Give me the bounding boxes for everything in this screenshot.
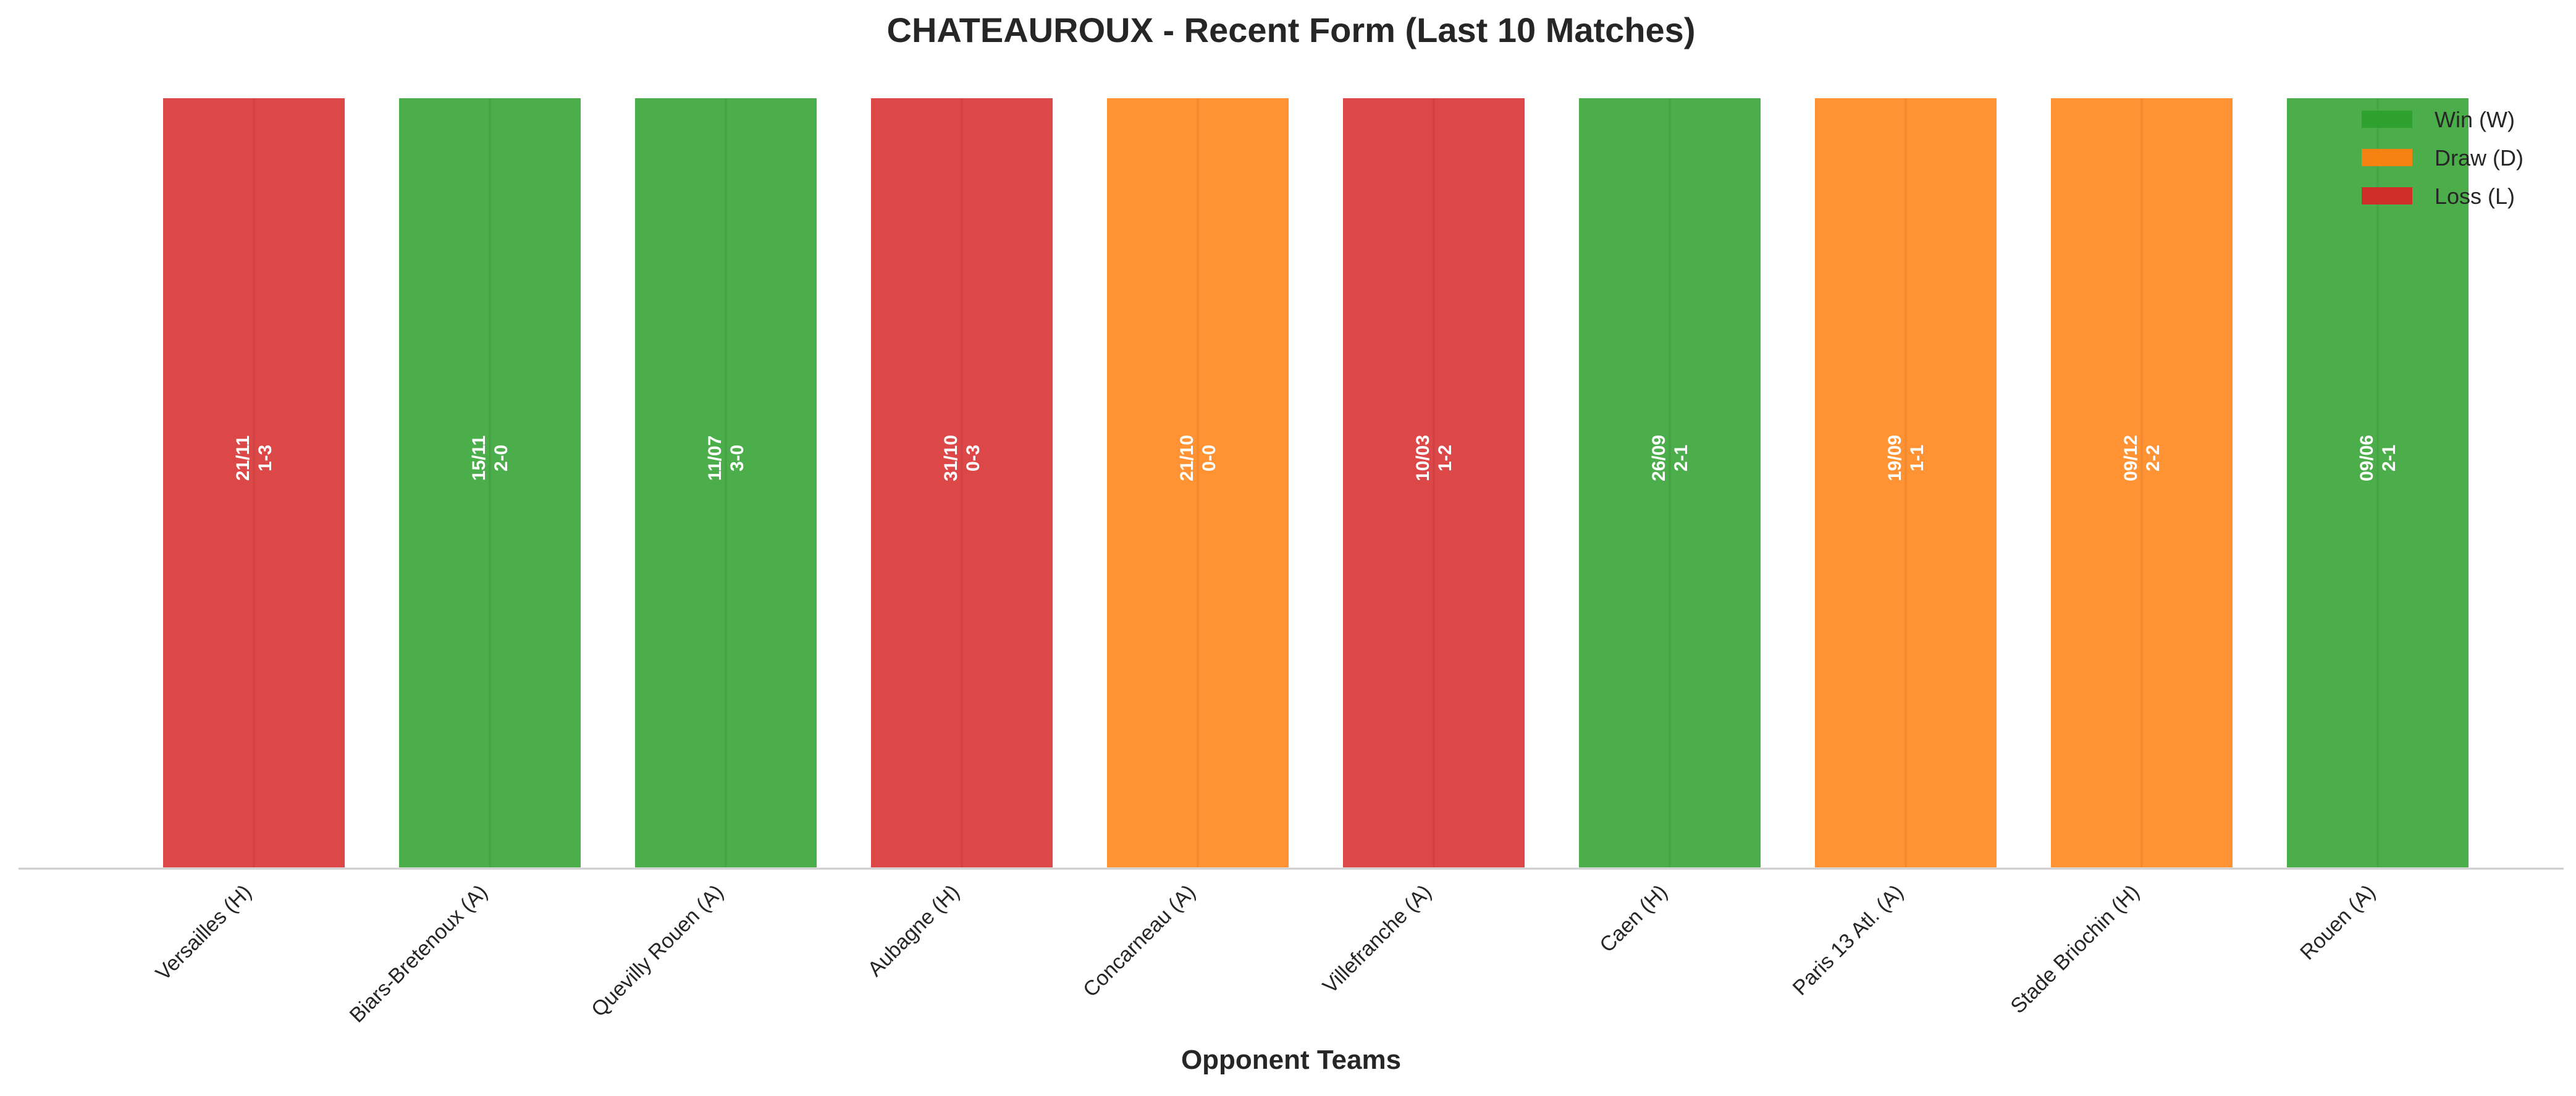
bar-score-label: 2-0: [491, 445, 511, 471]
bar-score-label: 1-2: [1435, 445, 1455, 471]
bar-label-group: 21/10 0-0: [1177, 435, 1219, 481]
legend-swatch-d: [2362, 149, 2412, 166]
x-tick-label: Villefranche (A): [1318, 880, 1436, 998]
legend: Win (W) Draw (D) Loss (L): [2362, 107, 2523, 209]
x-tick-labels: Versailles (H) Biars-Bretenoux (A) Quevill…: [151, 880, 2380, 1027]
legend-swatch-w: [2362, 111, 2412, 128]
x-tick-label: Quevilly Rouen (A): [587, 880, 728, 1022]
legend-label: Draw (D): [2435, 145, 2523, 171]
bar-date-label: 21/11: [233, 436, 253, 481]
bar-score-label: 2-2: [2143, 445, 2163, 471]
bar-score-label: 1-3: [255, 445, 276, 471]
bar-villefranche-a: [1341, 96, 1527, 870]
bar-rouen-a: [2284, 96, 2471, 870]
bar-label-group: 15/11 2-0: [469, 436, 511, 481]
bar-date-label: 10/03: [1413, 435, 1433, 481]
bar-caen-h: [1576, 96, 1763, 870]
bars-layer: 21/11 1-3 15/11 2-0 11/07 3-0 31/10 0-3 21/10 0-0…: [161, 96, 2471, 870]
bar-date-label: 19/09: [1885, 435, 1905, 481]
bar-date-label: 09/06: [2357, 435, 2377, 481]
bar-label-group: 09/06 2-1: [2357, 435, 2399, 481]
bar-label-group: 31/10 0-3: [941, 435, 983, 481]
x-tick-label: Biars-Bretenoux (A): [345, 880, 492, 1027]
bar-label-group: 26/09 2-1: [1649, 435, 1691, 481]
bar-score-label: 0-0: [1199, 445, 1219, 471]
bar-biars-bretenoux-a: [397, 96, 583, 870]
legend-label: Win (W): [2435, 107, 2515, 132]
x-tick-label: Rouen (A): [2296, 880, 2380, 964]
bar-label-group: 21/11 1-3: [233, 436, 276, 481]
bar-score-label: 3-0: [727, 445, 747, 471]
chart-title: CHATEAUROUX - Recent Form (Last 10 Match…: [887, 11, 1696, 49]
bar-date-label: 15/11: [469, 436, 489, 481]
x-tick-label: Stade Briochin (H): [2006, 880, 2144, 1018]
x-tick-label: Versailles (H): [151, 880, 256, 985]
bar-quevilly-rouen-a: [633, 96, 819, 870]
bar-concarneau-a: [1105, 96, 1291, 870]
x-tick-label: Concarneau (A): [1079, 880, 1200, 1002]
x-axis-title: Opponent Teams: [1181, 1045, 1401, 1075]
bar-label-group: 09/12 2-2: [2121, 435, 2163, 481]
bar-date-label: 31/10: [941, 435, 961, 481]
bar-date-label: 26/09: [1649, 435, 1669, 481]
bar-date-label: 21/10: [1177, 435, 1197, 481]
bar-label-group: 11/07 3-0: [705, 436, 747, 481]
bar-versailles-h: [161, 96, 347, 870]
bar-date-label: 09/12: [2121, 435, 2141, 481]
bar-aubagne-h: [869, 96, 1055, 870]
x-tick-label: Paris 13 Atl. (A): [1788, 880, 1908, 1000]
legend-label: Loss (L): [2435, 183, 2515, 209]
bar-label-group: 10/03 1-2: [1413, 435, 1455, 481]
bar-label-group: 19/09 1-1: [1885, 435, 1927, 481]
bar-date-label: 11/07: [705, 436, 725, 481]
bar-score-label: 0-3: [963, 445, 983, 471]
bar-score-label: 2-1: [1671, 445, 1691, 471]
x-tick-label: Caen (H): [1595, 880, 1672, 957]
bar-score-label: 1-1: [1907, 445, 1927, 471]
x-tick-label: Aubagne (H): [863, 880, 964, 981]
bar-score-label: 2-1: [2379, 445, 2399, 471]
legend-swatch-l: [2362, 187, 2412, 204]
